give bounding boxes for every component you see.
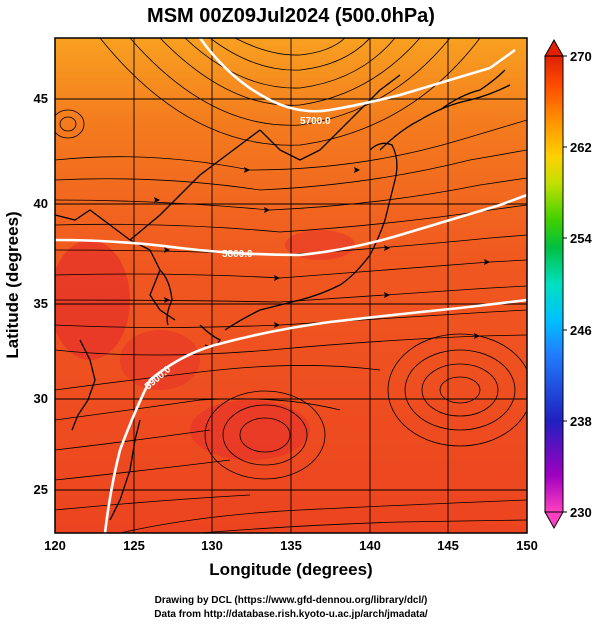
colorbar-tick: 230 (570, 505, 592, 520)
colorbar-tick: 254 (570, 231, 592, 246)
streamline-arrows (154, 167, 490, 339)
y-tick: 35 (34, 296, 48, 311)
hot-patch (120, 330, 200, 390)
y-tick: 25 (34, 482, 48, 497)
plot-frame (54, 37, 528, 534)
credit-drawing: Drawing by DCL (https://www.gfd-dennou.o… (155, 595, 428, 606)
y-axis-label: Latitude (degrees) (3, 211, 22, 358)
contour-5700 (198, 38, 516, 113)
wind-streamlines (55, 38, 527, 533)
colorbar-max-arrow (544, 38, 564, 57)
x-tick: 125 (123, 538, 145, 553)
hot-patch (190, 400, 310, 460)
colorbar: 270 262 254 246 238 230 (544, 38, 592, 530)
graticule (55, 38, 527, 533)
x-tick: 135 (280, 538, 302, 553)
x-tick-labels: 120 125 130 135 140 145 150 (44, 538, 538, 553)
x-axis-label: Longitude (degrees) (209, 560, 372, 579)
colorbar-tick: 238 (570, 414, 592, 429)
contour-5900 (103, 298, 527, 533)
colorbar-tick: 262 (570, 140, 592, 155)
colorbar-min-arrow (544, 511, 564, 530)
credit-data: Data from http://database.rish.kyoto-u.a… (154, 609, 428, 620)
colorbar-tick: 246 (570, 323, 592, 338)
x-tick: 140 (359, 538, 381, 553)
map-title: MSM 00Z09Jul2024 (500.0hPa) (147, 5, 435, 27)
hot-patch (285, 230, 355, 260)
contour-5800 (55, 193, 527, 257)
plot-area: 5700.0 5800.0 5900.0 (55, 38, 527, 533)
cold-core-region (165, 38, 405, 108)
y-tick: 45 (34, 91, 48, 106)
y-tick: 30 (34, 391, 48, 406)
x-tick: 120 (44, 538, 66, 553)
x-tick: 145 (437, 538, 459, 553)
contour-label-5700: 5700.0 (300, 116, 331, 127)
contour-label-5800: 5800.0 (222, 249, 253, 260)
y-tick: 40 (34, 196, 48, 211)
y-tick-labels: 45 40 35 30 25 (34, 91, 48, 497)
x-tick: 130 (201, 538, 223, 553)
height-contours (55, 38, 527, 533)
colorbar-tick: 270 (570, 49, 592, 64)
colorbar-gradient (544, 55, 564, 513)
x-tick: 150 (516, 538, 538, 553)
